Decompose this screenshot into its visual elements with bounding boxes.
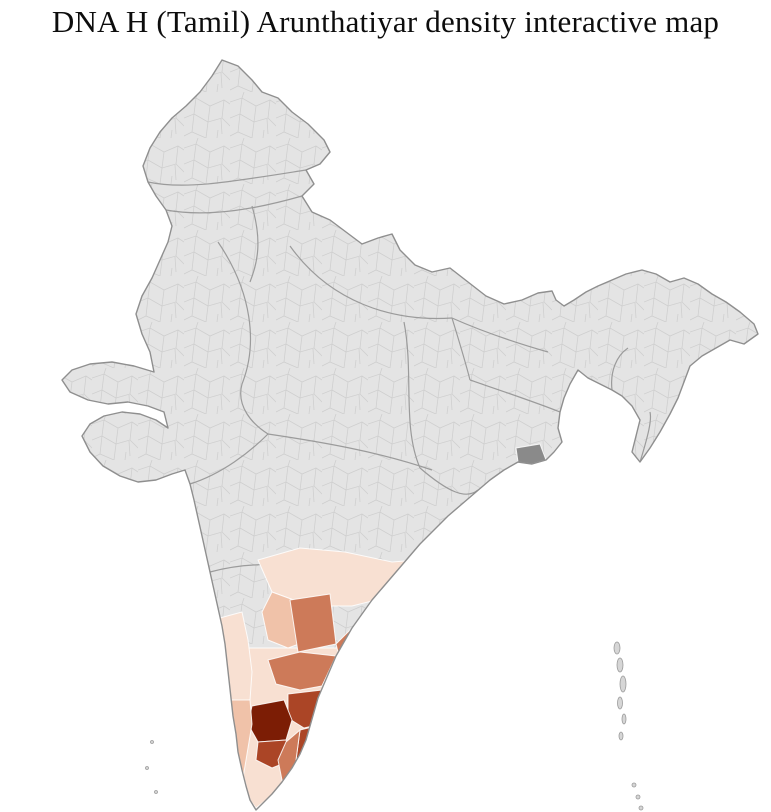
island[interactable] [145, 766, 149, 770]
density-region[interactable] [247, 699, 293, 743]
density-region[interactable] [289, 593, 337, 653]
island[interactable] [621, 713, 627, 725]
island[interactable] [154, 790, 158, 794]
density-region[interactable] [267, 651, 337, 691]
density-region[interactable] [315, 695, 339, 741]
island[interactable] [635, 794, 641, 800]
island[interactable] [616, 657, 624, 673]
lakshadweep-islands [145, 740, 158, 794]
andaman-nicobar-islands [613, 641, 644, 811]
district-texture [62, 60, 758, 810]
island[interactable] [638, 805, 644, 811]
state-boundaries [147, 169, 652, 587]
island[interactable] [619, 675, 627, 693]
density-region[interactable] [204, 611, 253, 705]
island[interactable] [617, 696, 623, 710]
island[interactable] [613, 641, 621, 655]
island[interactable] [150, 740, 154, 744]
page-title: DNA H (Tamil) Arunthatiyar density inter… [51, 4, 720, 39]
island[interactable] [631, 782, 637, 788]
island[interactable] [618, 731, 624, 741]
